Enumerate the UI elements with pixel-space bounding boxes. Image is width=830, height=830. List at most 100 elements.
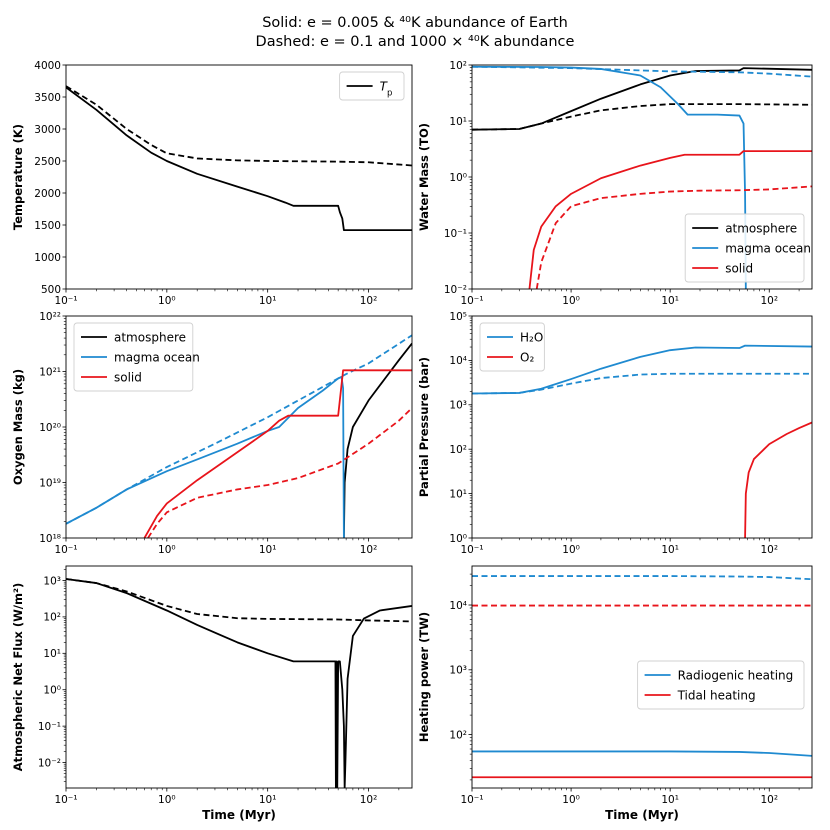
y-axis-label: Partial Pressure (bar) (417, 357, 431, 497)
y-tick-label: 10² (43, 612, 61, 624)
plot-frame (471, 64, 813, 290)
series-dashed-line (66, 85, 412, 167)
y-tick-label: 10¹ (43, 648, 61, 660)
y-tick-label: 2500 (34, 156, 61, 168)
panel-oxygen-mass: 10⁻¹ 10⁰ 10¹ 10² 10¹⁸ 10¹⁹ 10²⁰ 10²¹ 10²² Oxygen … (11, 311, 413, 556)
legend-label: solid (114, 370, 142, 384)
solid-solid-line (528, 150, 812, 289)
legend-label: solid (725, 261, 753, 275)
series-solid-line (66, 86, 412, 232)
y-axis-label: Heating power (TW) (417, 612, 431, 742)
y-tick-label: 10¹⁹ (39, 477, 61, 489)
x-tick-label: 10² (760, 544, 778, 556)
y-tick-label: 3000 (34, 124, 61, 136)
solid-dashed-line (147, 407, 412, 538)
series-solid-line (66, 578, 412, 788)
series-group (472, 575, 812, 779)
legend-label: Tp (380, 79, 393, 98)
x-tick-label: 10⁻¹ (54, 544, 77, 556)
radiogenic-heating-solid-line (472, 750, 812, 757)
radiogenic-heating-dashed-line (472, 575, 812, 581)
y-tick-label: 10²⁰ (39, 422, 61, 434)
legend-label: Tidal heating (677, 688, 756, 702)
y-tick-label: 10² (449, 444, 467, 456)
legend: atmosphere magma ocean solid (73, 322, 200, 392)
y-tick-label: 10² (449, 60, 467, 72)
x-tick-label: 10⁻¹ (460, 544, 483, 556)
x-tick-label: 10⁻¹ (54, 794, 77, 806)
x-tick-label: 10⁻¹ (54, 295, 77, 307)
y-tick-label: 10³ (449, 400, 467, 412)
x-tick-label: 10¹ (661, 544, 679, 556)
legend: Radiogenic heating Tidal heating (637, 660, 805, 710)
series-group (472, 344, 812, 538)
y-axis-label: Temperature (K) (11, 124, 25, 230)
y-tick-label: 10²² (39, 311, 61, 323)
y-tick-label: 10² (449, 729, 467, 741)
panel-net-flux: 10⁻¹ 10⁰ 10¹ 10² 10⁻² 10⁻¹ 10⁰ 10¹ 10² 10³ Atmosph… (11, 565, 413, 822)
x-tick-label: 10⁰ (562, 295, 580, 307)
y-tick-label: 10³ (43, 575, 61, 587)
legend-box (479, 322, 545, 372)
plot-frame (471, 565, 813, 789)
legend-box (73, 322, 194, 392)
plot-frame (65, 315, 413, 539)
y-tick-label: 2000 (34, 188, 61, 200)
y-tick-label: 1000 (34, 252, 61, 264)
plot-frame (471, 315, 813, 539)
atmosphere-dashed-line (472, 103, 812, 131)
legend-label: Radiogenic heating (678, 668, 794, 682)
figure-title-line1: Solid: e = 0.005 & ⁴⁰K abundance of Eart… (262, 15, 568, 31)
y-tick-label: 10⁰ (449, 172, 467, 184)
magma-ocean-dashed-line (472, 65, 812, 78)
y-tick-label: 10⁻¹ (38, 721, 61, 733)
y-tick-label: 10⁴ (449, 355, 467, 367)
legend: Tp (339, 71, 405, 101)
legend-label: magma ocean (725, 241, 811, 255)
y-axis-label: Water Mass (TO) (417, 123, 431, 231)
y-tick-label: 10¹ (449, 488, 467, 500)
figure-title-line2: Dashed: e = 0.1 and 1000 × ⁴⁰K abundance (256, 34, 575, 50)
series-group (66, 85, 412, 232)
y-tick-label: 10⁵ (449, 311, 467, 323)
x-tick-label: 10¹ (661, 295, 679, 307)
x-tick-label: 10⁰ (158, 544, 176, 556)
legend-label: O₂ (520, 350, 534, 364)
x-tick-label: 10⁻¹ (460, 295, 483, 307)
x-tick-label: 10⁰ (562, 544, 580, 556)
solid-solid-line (143, 369, 412, 538)
y-tick-label: 10⁰ (43, 685, 61, 697)
x-tick-label: 10⁰ (158, 794, 176, 806)
o--solid-line (744, 421, 812, 538)
x-tick-label: 10⁻¹ (460, 794, 483, 806)
y-tick-label: 10⁻² (38, 757, 61, 769)
y-tick-label: 1500 (34, 220, 61, 232)
x-tick-label: 10¹ (259, 295, 277, 307)
y-tick-label: 4000 (34, 60, 61, 72)
y-tick-label: 3500 (34, 92, 61, 104)
plot-frame (65, 64, 413, 290)
x-tick-label: 10² (760, 295, 778, 307)
series-group (66, 578, 412, 788)
y-tick-label: 10²¹ (39, 366, 61, 378)
y-tick-label: 10⁻² (444, 284, 467, 296)
x-tick-label: 10² (360, 794, 378, 806)
x-tick-label: 10² (360, 544, 378, 556)
h-o-dashed-line (472, 372, 812, 395)
y-tick-label: 10⁰ (449, 533, 467, 545)
y-tick-label: 10⁴ (449, 600, 467, 612)
series-group (66, 334, 412, 538)
panel-heating-power: 10⁻¹ 10⁰ 10¹ 10² 10² 10³ 10⁴ Heating power (TW)… (417, 565, 813, 822)
legend-label: atmosphere (114, 330, 186, 344)
legend-box (637, 660, 805, 710)
legend-box (684, 213, 805, 283)
series-dashed-line (66, 578, 412, 623)
legend: atmosphere magma ocean solid (684, 213, 811, 283)
magma-ocean-solid-line (66, 375, 345, 538)
x-tick-label: 10¹ (259, 544, 277, 556)
x-tick-label: 10² (760, 794, 778, 806)
y-tick-label: 10¹⁸ (39, 533, 61, 545)
solid-dashed-line (535, 185, 812, 289)
